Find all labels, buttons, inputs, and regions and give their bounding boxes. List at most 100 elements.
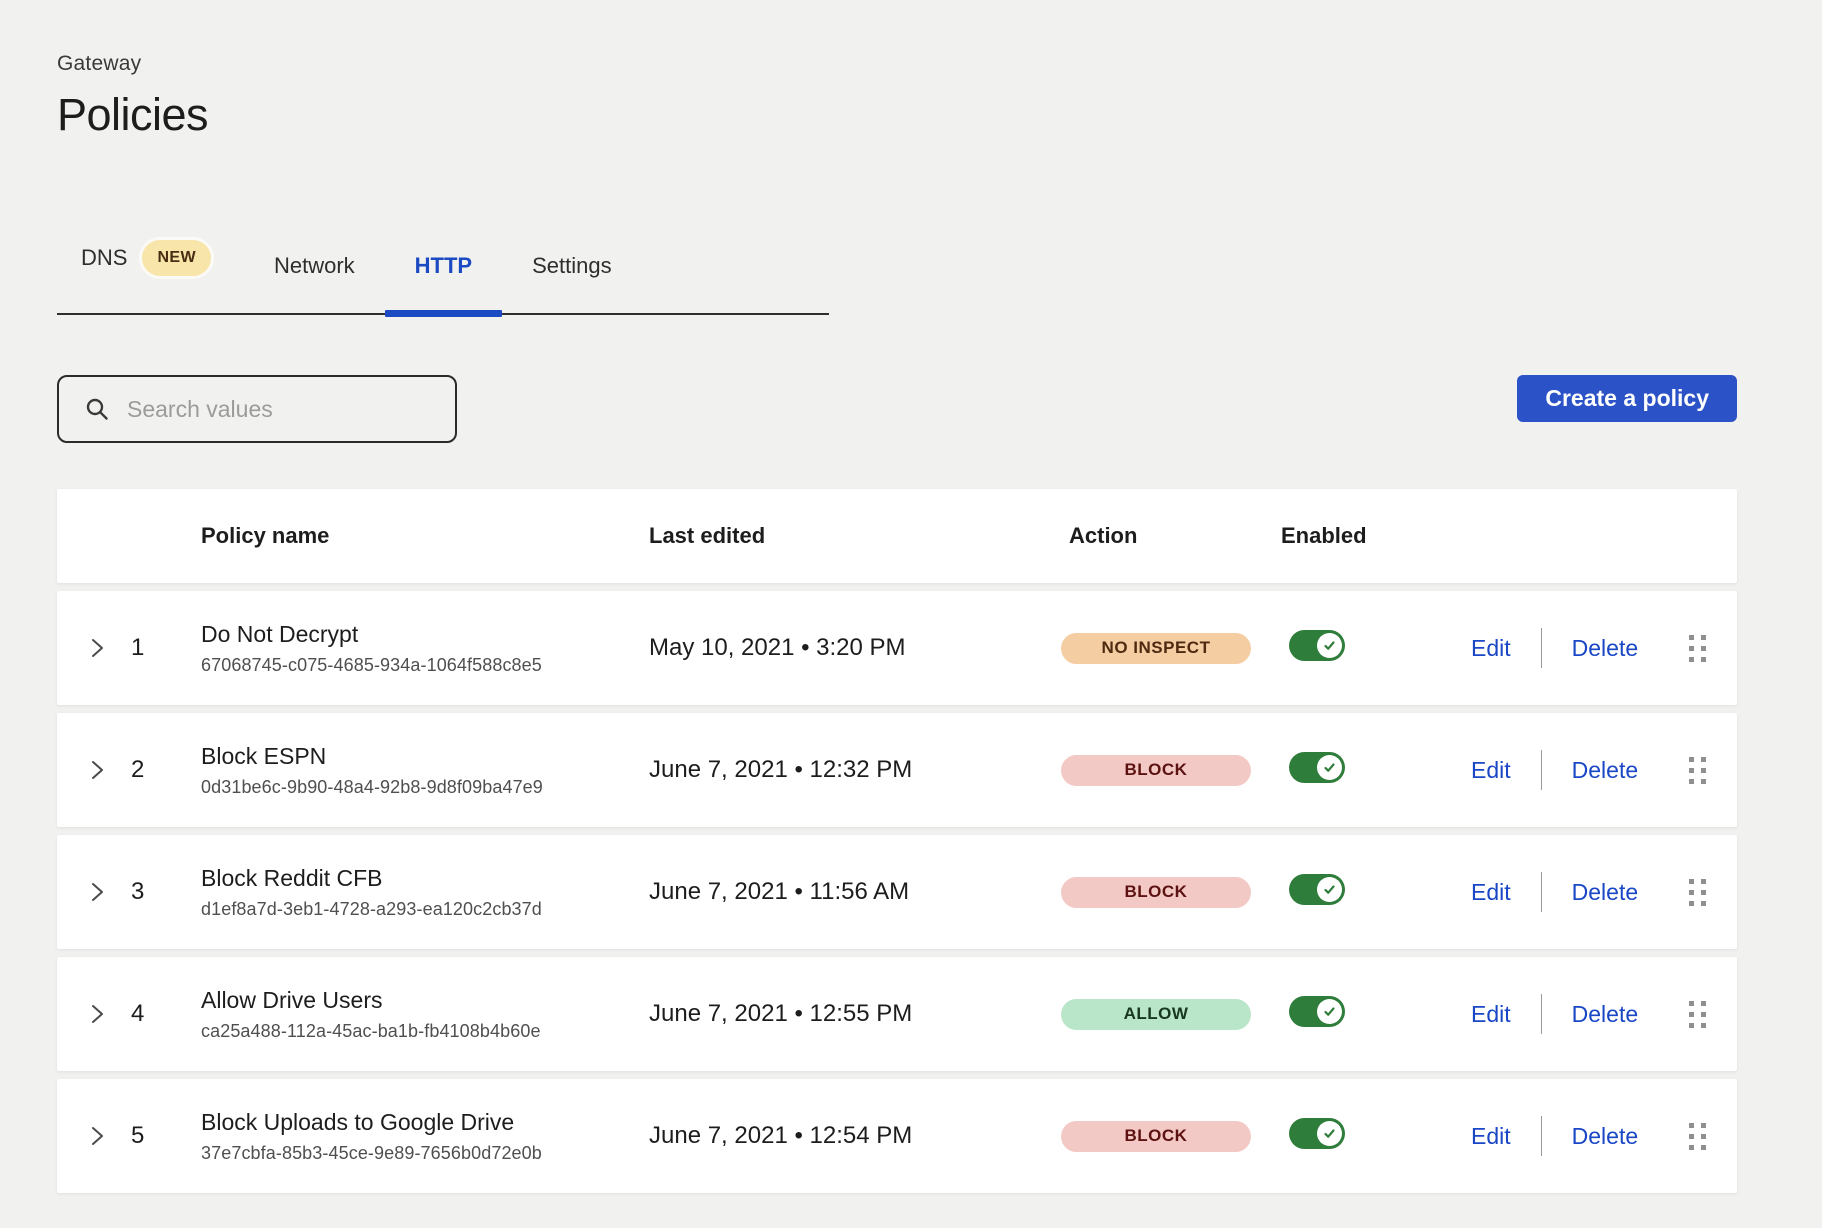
policy-name: Block Reddit CFB — [201, 864, 383, 891]
edit-button[interactable]: Edit — [1471, 634, 1511, 661]
action-cell: NO INSPECT — [1061, 632, 1281, 664]
table-row: 3 Block Reddit CFB d1ef8a7d-3eb1-4728-a2… — [57, 835, 1737, 949]
breadcrumb: Gateway — [57, 52, 142, 75]
enabled-toggle[interactable] — [1289, 996, 1345, 1027]
action-badge: NO INSPECT — [1061, 632, 1251, 664]
search-icon — [86, 398, 108, 420]
check-icon — [1324, 641, 1335, 650]
toolbar: Create a policy — [57, 375, 1737, 443]
expand-row-button[interactable] — [87, 637, 131, 659]
action-cell: ALLOW — [1061, 998, 1281, 1030]
policy-name: Do Not Decrypt — [201, 620, 359, 647]
tab-http-label: HTTP — [414, 253, 473, 278]
drag-handle-icon[interactable] — [1689, 1000, 1707, 1028]
action-divider — [1540, 872, 1542, 912]
policy-name: Allow Drive Users — [201, 986, 383, 1013]
tab-settings-label: Settings — [532, 253, 612, 278]
edit-button[interactable]: Edit — [1471, 756, 1511, 783]
row-actions: Edit Delete — [1471, 628, 1638, 668]
handle-cell — [1638, 1122, 1708, 1150]
delete-button[interactable]: Delete — [1571, 634, 1639, 661]
new-badge: NEW — [139, 237, 214, 279]
last-edited: June 7, 2021 • 12:55 PM — [649, 1000, 913, 1027]
expand-row-button[interactable] — [87, 881, 131, 903]
last-edited: June 7, 2021 • 12:32 PM — [649, 756, 913, 783]
drag-handle-icon[interactable] — [1689, 634, 1707, 662]
search-box[interactable] — [57, 375, 457, 443]
column-header-enabled: Enabled — [1281, 523, 1367, 548]
table-row: 2 Block ESPN 0d31be6c-9b90-48a4-92b8-9d8… — [57, 713, 1737, 827]
chevron-right-icon — [92, 639, 103, 657]
row-actions: Edit Delete — [1471, 750, 1638, 790]
policy-uuid: 0d31be6c-9b90-48a4-92b8-9d8f09ba47e9 — [201, 776, 543, 797]
enabled-toggle[interactable] — [1289, 874, 1345, 905]
expand-row-button[interactable] — [87, 1125, 131, 1147]
edit-button[interactable]: Edit — [1471, 1000, 1511, 1027]
tab-bar: DNS NEW Network HTTP Settings — [57, 237, 829, 317]
drag-handle-icon[interactable] — [1689, 1122, 1707, 1150]
action-badge: BLOCK — [1061, 1120, 1251, 1152]
column-header-action: Action — [1069, 523, 1138, 548]
tab-dns-label: DNS — [81, 245, 128, 270]
gateway-policies-page: Gateway Policies DNS NEW Network HTTP Se… — [57, 52, 1737, 1193]
action-cell: BLOCK — [1061, 1120, 1281, 1152]
policy-name: Block ESPN — [201, 742, 327, 769]
action-divider — [1540, 994, 1542, 1034]
drag-handle-icon[interactable] — [1689, 756, 1707, 784]
action-badge: ALLOW — [1061, 998, 1251, 1030]
enabled-toggle[interactable] — [1289, 1118, 1345, 1149]
handle-cell — [1638, 1000, 1708, 1028]
toggle-knob — [1317, 999, 1342, 1024]
policy-table: Policy name Last edited Action Enabled 1… — [57, 489, 1737, 1193]
policy-priority-number: 3 — [131, 878, 145, 905]
toggle-knob — [1317, 1121, 1342, 1146]
expand-row-button[interactable] — [87, 759, 131, 781]
search-input[interactable] — [127, 395, 435, 423]
expand-row-button[interactable] — [87, 1003, 131, 1025]
enabled-cell — [1281, 752, 1471, 788]
policy-name-cell: Block Reddit CFB d1ef8a7d-3eb1-4728-a293… — [191, 865, 641, 920]
edit-button[interactable]: Edit — [1471, 878, 1511, 905]
column-header-policy-name: Policy name — [201, 523, 330, 548]
policy-priority-number: 1 — [131, 634, 145, 661]
last-edited: May 10, 2021 • 3:20 PM — [649, 634, 906, 661]
action-divider — [1540, 750, 1542, 790]
drag-handle-icon[interactable] — [1689, 878, 1707, 906]
tab-http[interactable]: HTTP — [384, 253, 503, 317]
toggle-knob — [1317, 633, 1342, 658]
policy-name-cell: Allow Drive Users ca25a488-112a-45ac-ba1… — [191, 987, 641, 1042]
tab-settings[interactable]: Settings — [502, 253, 642, 313]
policy-uuid: 67068745-c075-4685-934a-1064f588c8e5 — [201, 654, 542, 675]
row-actions: Edit Delete — [1471, 994, 1638, 1034]
policy-name-cell: Do Not Decrypt 67068745-c075-4685-934a-1… — [191, 621, 641, 676]
delete-button[interactable]: Delete — [1571, 756, 1639, 783]
action-divider — [1540, 1116, 1542, 1156]
edit-button[interactable]: Edit — [1471, 1122, 1511, 1149]
row-actions: Edit Delete — [1471, 1116, 1638, 1156]
create-policy-button[interactable]: Create a policy — [1517, 375, 1737, 422]
action-badge: BLOCK — [1061, 754, 1251, 786]
enabled-cell — [1281, 630, 1471, 666]
chevron-right-icon — [92, 761, 103, 779]
delete-button[interactable]: Delete — [1571, 1000, 1639, 1027]
last-edited: June 7, 2021 • 11:56 AM — [649, 878, 910, 905]
chevron-right-icon — [92, 1005, 103, 1023]
last-edited: June 7, 2021 • 12:54 PM — [649, 1122, 913, 1149]
policy-name-cell: Block Uploads to Google Drive 37e7cbfa-8… — [191, 1109, 641, 1164]
enabled-toggle[interactable] — [1289, 752, 1345, 783]
delete-button[interactable]: Delete — [1571, 1122, 1639, 1149]
check-icon — [1324, 763, 1335, 772]
table-row: 4 Allow Drive Users ca25a488-112a-45ac-b… — [57, 957, 1737, 1071]
enabled-toggle[interactable] — [1289, 630, 1345, 661]
delete-button[interactable]: Delete — [1571, 878, 1639, 905]
column-header-last-edited: Last edited — [649, 523, 766, 548]
policy-uuid: 37e7cbfa-85b3-45ce-9e89-7656b0d72e0b — [201, 1142, 542, 1163]
table-body: 1 Do Not Decrypt 67068745-c075-4685-934a… — [57, 591, 1737, 1193]
policy-uuid: ca25a488-112a-45ac-ba1b-fb4108b4b60e — [201, 1020, 541, 1041]
tab-network[interactable]: Network — [244, 253, 385, 313]
policy-priority-number: 5 — [131, 1122, 145, 1149]
policy-name: Block Uploads to Google Drive — [201, 1108, 515, 1135]
action-divider — [1540, 628, 1542, 668]
action-cell: BLOCK — [1061, 754, 1281, 786]
tab-dns[interactable]: DNS NEW — [57, 237, 244, 313]
